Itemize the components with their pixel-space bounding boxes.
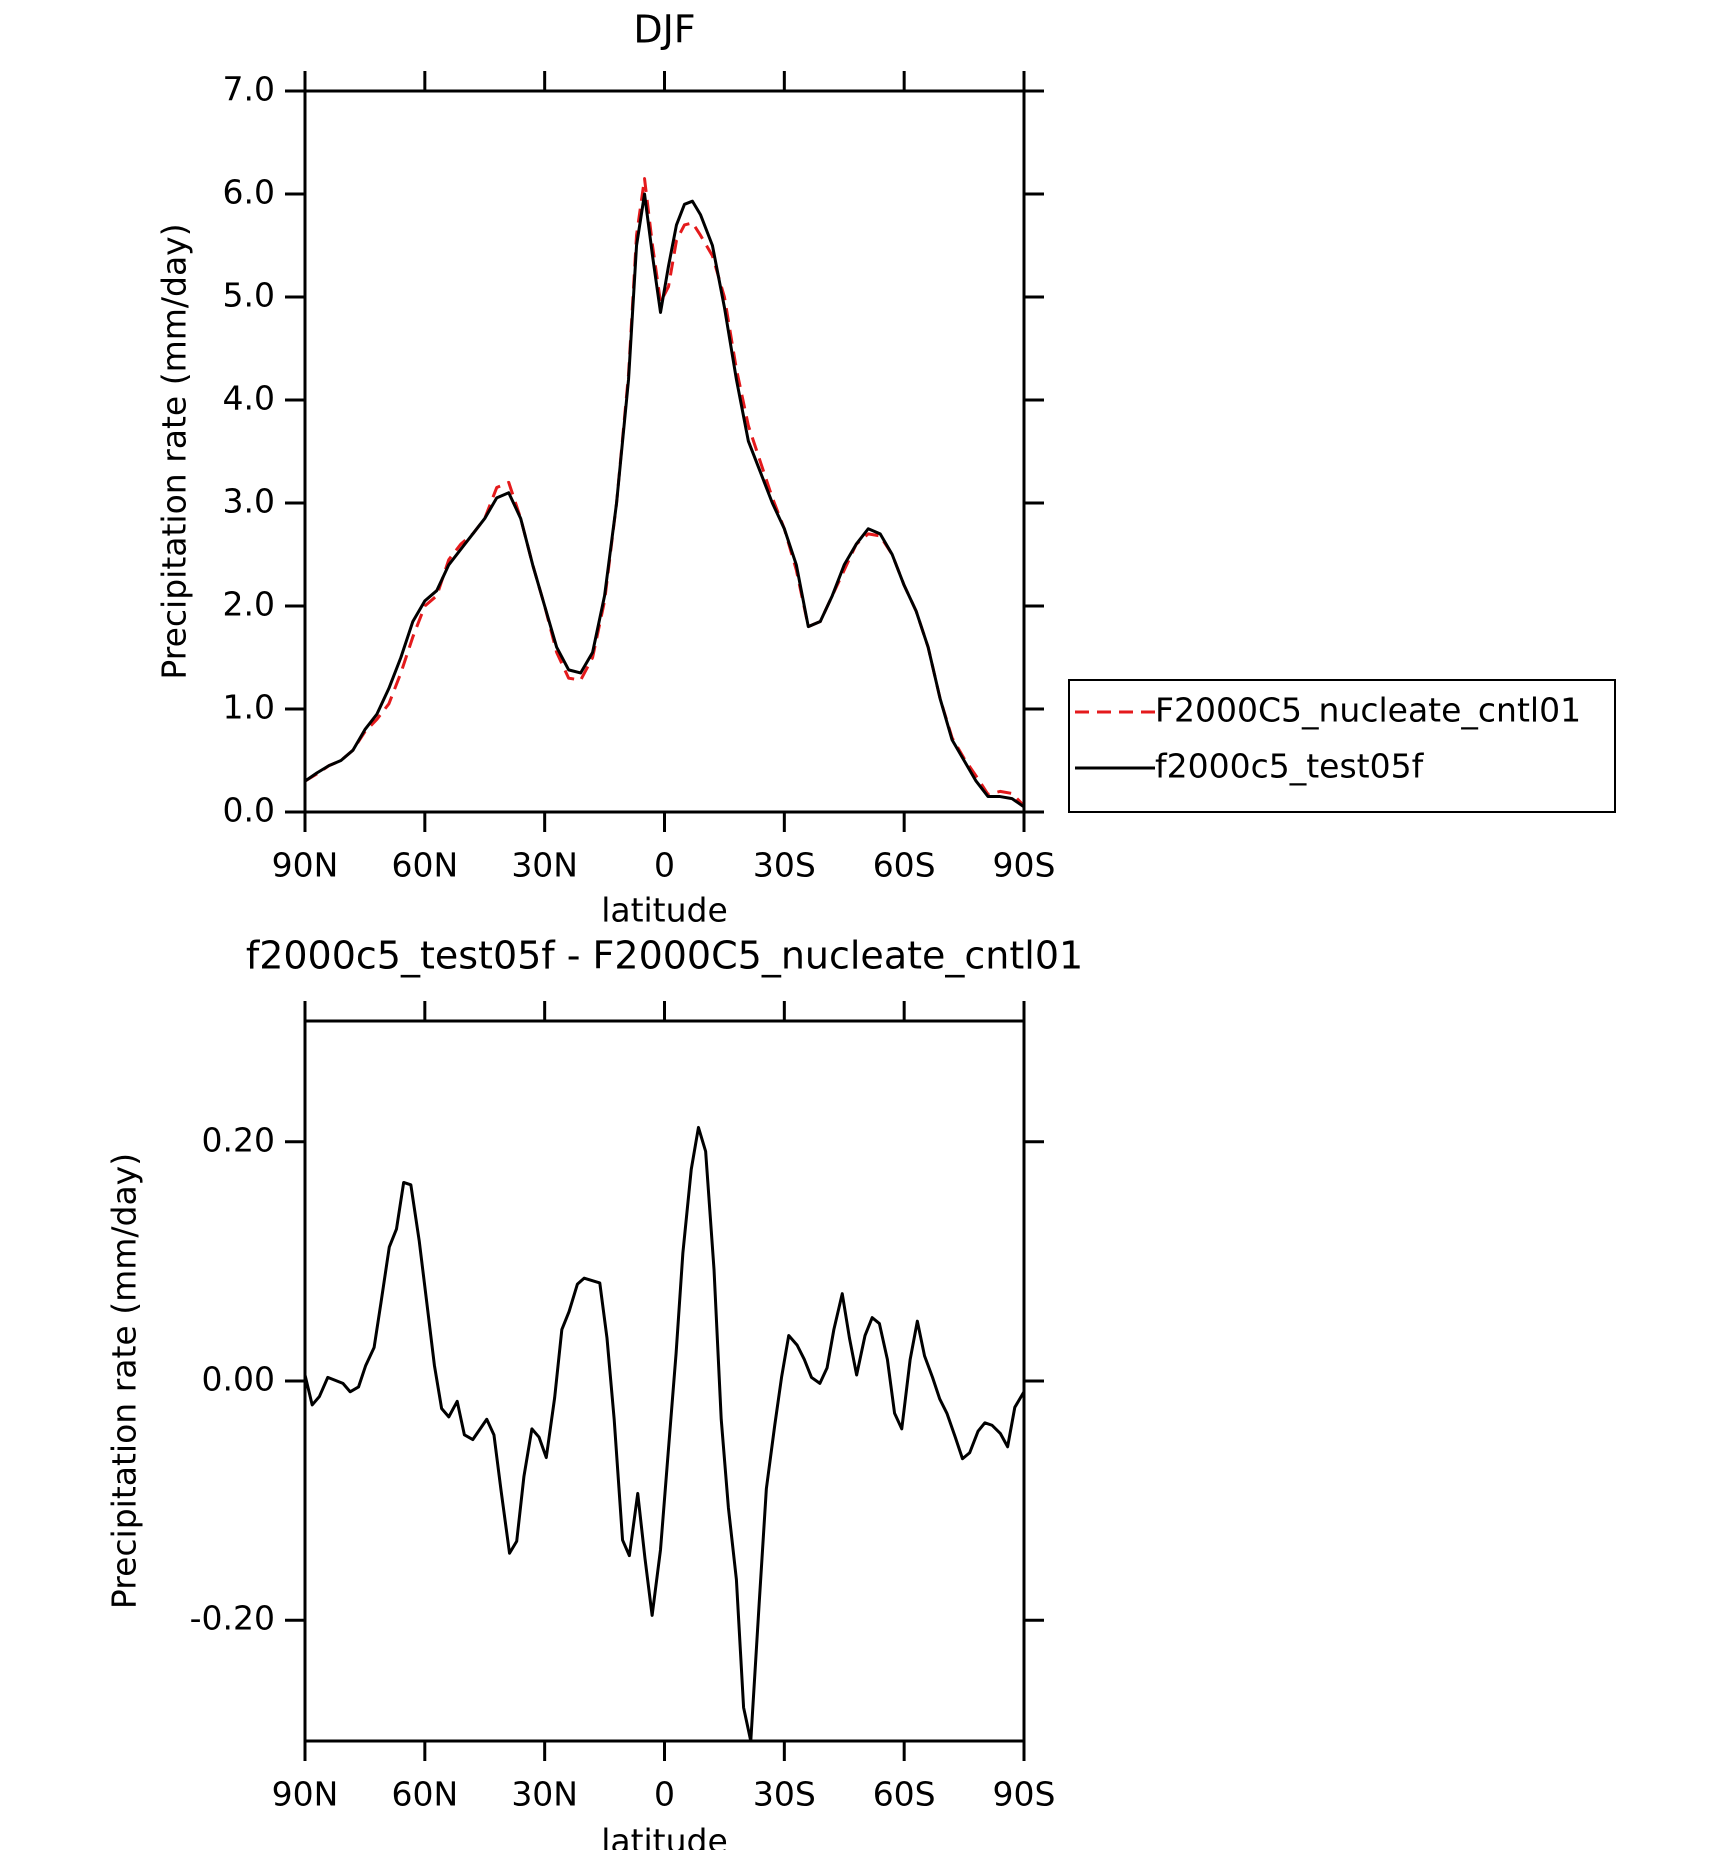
plot-frame bbox=[303, 1019, 1026, 1743]
x-tick-label: 30N bbox=[511, 846, 578, 885]
y-tick-label: -0.20 bbox=[190, 1599, 275, 1638]
chart-title: f2000c5_test05f - F2000C5_nucleate_cntl0… bbox=[246, 934, 1083, 978]
x-tick-label: 30S bbox=[753, 846, 816, 885]
series-line bbox=[303, 1125, 1026, 1743]
x-tick-label: 30N bbox=[511, 1775, 578, 1814]
y-tick-label: 4.0 bbox=[223, 379, 275, 418]
plot-frame bbox=[303, 89, 1026, 814]
y-tick-label: 7.0 bbox=[223, 70, 275, 109]
legend-box bbox=[1068, 679, 1616, 813]
chart-title: DJF bbox=[633, 8, 695, 52]
x-tick-label: 90S bbox=[993, 846, 1056, 885]
x-tick-label: 30S bbox=[753, 1775, 816, 1814]
x-tick-label: 0 bbox=[654, 846, 675, 885]
y-axis-label: Precipitation rate (mm/day) bbox=[105, 1153, 144, 1609]
y-tick-label: 6.0 bbox=[223, 173, 275, 212]
x-tick-label: 60N bbox=[391, 846, 458, 885]
y-tick-label: 2.0 bbox=[223, 585, 275, 624]
y-tick-label: 0.00 bbox=[202, 1360, 275, 1399]
x-axis-label: latitude bbox=[601, 1822, 728, 1850]
x-tick-label: 90N bbox=[272, 846, 339, 885]
x-tick-label: 60N bbox=[391, 1775, 458, 1814]
x-tick-label: 60S bbox=[873, 1775, 936, 1814]
y-tick-label: 5.0 bbox=[223, 276, 275, 315]
y-tick-label: 1.0 bbox=[223, 688, 275, 727]
legend-label: F2000C5_nucleate_cntl01 bbox=[1155, 691, 1581, 730]
y-tick-label: 3.0 bbox=[223, 482, 275, 521]
series-line bbox=[304, 192, 1025, 809]
legend-label: f2000c5_test05f bbox=[1155, 747, 1425, 786]
series-line bbox=[304, 177, 1026, 807]
x-tick-label: 90S bbox=[993, 1775, 1056, 1814]
y-tick-label: 0.0 bbox=[223, 791, 275, 830]
y-tick-label: 0.20 bbox=[202, 1120, 275, 1159]
y-axis-label: Precipitation rate (mm/day) bbox=[155, 223, 194, 679]
x-tick-label: 90N bbox=[272, 1775, 339, 1814]
x-axis-label: latitude bbox=[601, 891, 728, 930]
x-tick-label: 60S bbox=[873, 846, 936, 885]
x-tick-label: 0 bbox=[654, 1775, 675, 1814]
